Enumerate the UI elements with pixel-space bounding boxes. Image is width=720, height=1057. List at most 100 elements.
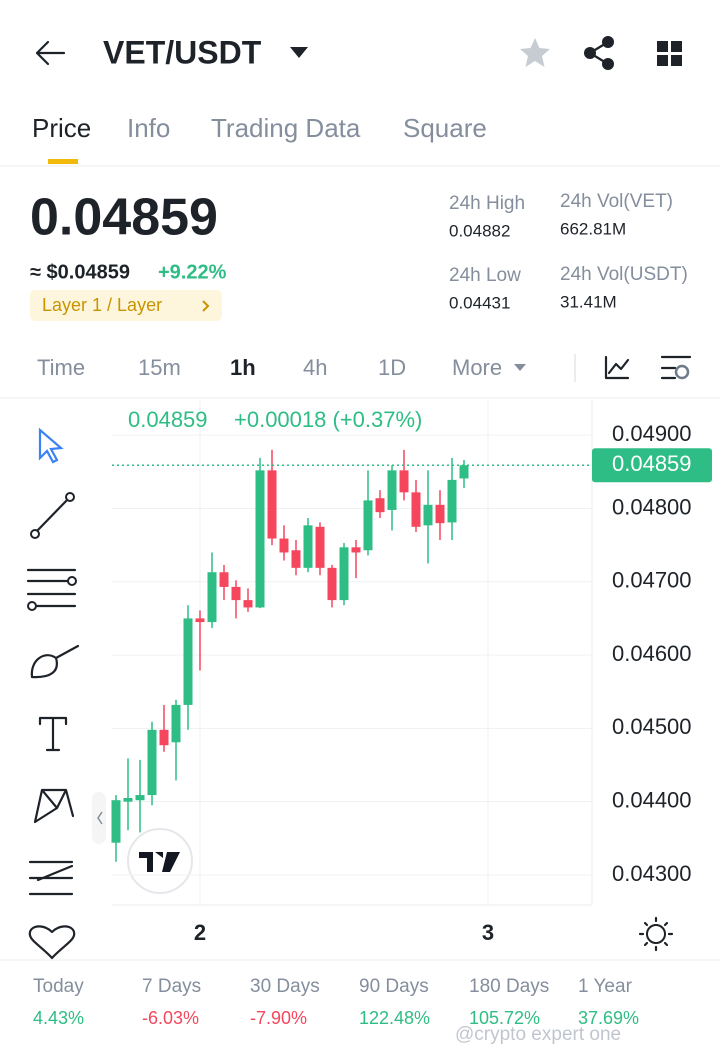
toggle-arrow	[97, 811, 103, 825]
tab[interactable]: Info	[127, 113, 170, 143]
y-tick-label: 0.04800	[612, 494, 692, 519]
fib-tool[interactable]	[28, 860, 74, 896]
candle-body	[219, 572, 229, 587]
perf-value: 37.69%	[578, 1008, 639, 1028]
y-tick-label: 0.04400	[612, 787, 692, 812]
stat-value: 31.41M	[560, 292, 617, 311]
tab-indicator	[48, 159, 78, 164]
perf-value: -6.03%	[142, 1008, 199, 1028]
candle-body	[327, 567, 337, 601]
pattern-tool[interactable]	[33, 788, 75, 824]
last-price-label: 0.04859	[612, 451, 692, 476]
chart-settings-rays	[638, 916, 674, 952]
stat-value: 0.04882	[449, 221, 510, 240]
candle-body	[279, 538, 289, 553]
candle-body	[339, 547, 349, 601]
interval[interactable]: Time	[37, 355, 85, 380]
candle-body	[135, 795, 145, 801]
y-tick-label: 0.04900	[612, 421, 692, 446]
candle-body	[363, 500, 373, 551]
chart-caption: +0.00018 (+0.37%)	[234, 407, 422, 432]
last-price-tag	[592, 448, 712, 483]
candle-body	[231, 586, 241, 601]
candle-body	[267, 470, 277, 539]
interval[interactable]: 1D	[378, 355, 406, 380]
candle-body	[387, 470, 397, 510]
candle-body	[171, 704, 181, 743]
candle-body	[195, 618, 205, 623]
candle-body	[291, 550, 301, 568]
tag-badge[interactable]	[30, 290, 222, 321]
candle-body	[411, 492, 421, 527]
chart-caption: 0.04859	[128, 407, 208, 432]
stat-label: 24h High	[449, 193, 525, 214]
x-tick-label: 3	[482, 920, 494, 945]
interval[interactable]: 1h	[230, 355, 256, 380]
more-caret[interactable]	[514, 364, 526, 371]
hline-tool[interactable]	[26, 568, 77, 611]
menu-grid[interactable]	[657, 41, 682, 66]
perf-label: 1 Year	[578, 976, 633, 997]
favorite-star[interactable]	[520, 38, 550, 67]
candle-body	[303, 525, 313, 568]
tag-label[interactable]: Layer 1 / Layer	[42, 295, 162, 315]
perf-value: 105.72%	[469, 1008, 540, 1028]
candle-body	[183, 618, 193, 705]
candle-body	[447, 479, 457, 523]
tradingview-logo	[127, 828, 193, 894]
brush-tool[interactable]	[30, 644, 80, 679]
interval[interactable]: More	[452, 355, 502, 380]
candle-body	[159, 729, 169, 746]
candle-body	[207, 572, 217, 623]
candle-body	[111, 800, 121, 843]
perf-value: -7.90%	[250, 1008, 307, 1028]
perf-label: 30 Days	[250, 976, 320, 997]
y-tick-label: 0.04300	[612, 861, 692, 886]
perf-label: 90 Days	[359, 976, 429, 997]
perf-value: 122.48%	[359, 1008, 430, 1028]
perf-value: 4.43%	[33, 1008, 84, 1028]
cursor-tool[interactable]	[38, 427, 64, 464]
line-tool[interactable]	[30, 492, 75, 539]
tag-chevron	[202, 300, 210, 312]
stat-value: 662.81M	[560, 219, 626, 238]
candle-body	[375, 498, 385, 513]
price-change: +9.22%	[158, 261, 227, 283]
candle-body	[435, 504, 445, 524]
interval[interactable]: 15m	[138, 355, 181, 380]
candle-body	[243, 600, 253, 608]
perf-label: Today	[33, 976, 84, 997]
perf-label: 7 Days	[142, 976, 201, 997]
tab[interactable]: Trading Data	[211, 113, 361, 143]
settings-icon[interactable]	[660, 355, 692, 380]
chart-settings[interactable]	[646, 924, 666, 944]
y-tick-label: 0.04500	[612, 714, 692, 739]
candle-body	[147, 729, 157, 796]
candle-body	[423, 504, 433, 526]
candle-body	[315, 526, 325, 568]
y-tick-label: 0.04700	[612, 568, 692, 593]
candle-body	[123, 797, 133, 802]
back-button[interactable]	[35, 40, 66, 66]
perf-label: 180 Days	[469, 976, 549, 997]
candle-body	[399, 470, 409, 493]
interval[interactable]: 4h	[303, 355, 327, 380]
candle-body	[459, 465, 469, 479]
share-button[interactable]	[584, 36, 614, 70]
indicator-icon[interactable]	[604, 355, 630, 380]
toolbar-toggle[interactable]	[92, 792, 106, 844]
last-price: 0.04859	[30, 189, 218, 247]
stat-label: 24h Vol(USDT)	[560, 264, 688, 285]
pair-caret[interactable]	[290, 47, 308, 58]
candle-body	[351, 547, 361, 553]
watermark: @crypto expert one	[455, 1024, 621, 1045]
tab[interactable]: Price	[32, 113, 91, 143]
x-tick-label: 2	[194, 920, 206, 945]
tab[interactable]: Square	[403, 113, 487, 143]
favorite-tools[interactable]	[28, 925, 76, 960]
fiat-price: ≈ $0.04859	[30, 261, 130, 283]
stat-label: 24h Vol(VET)	[560, 191, 673, 212]
text-tool[interactable]	[38, 716, 68, 752]
pair-title[interactable]: VET/USDT	[103, 34, 262, 70]
